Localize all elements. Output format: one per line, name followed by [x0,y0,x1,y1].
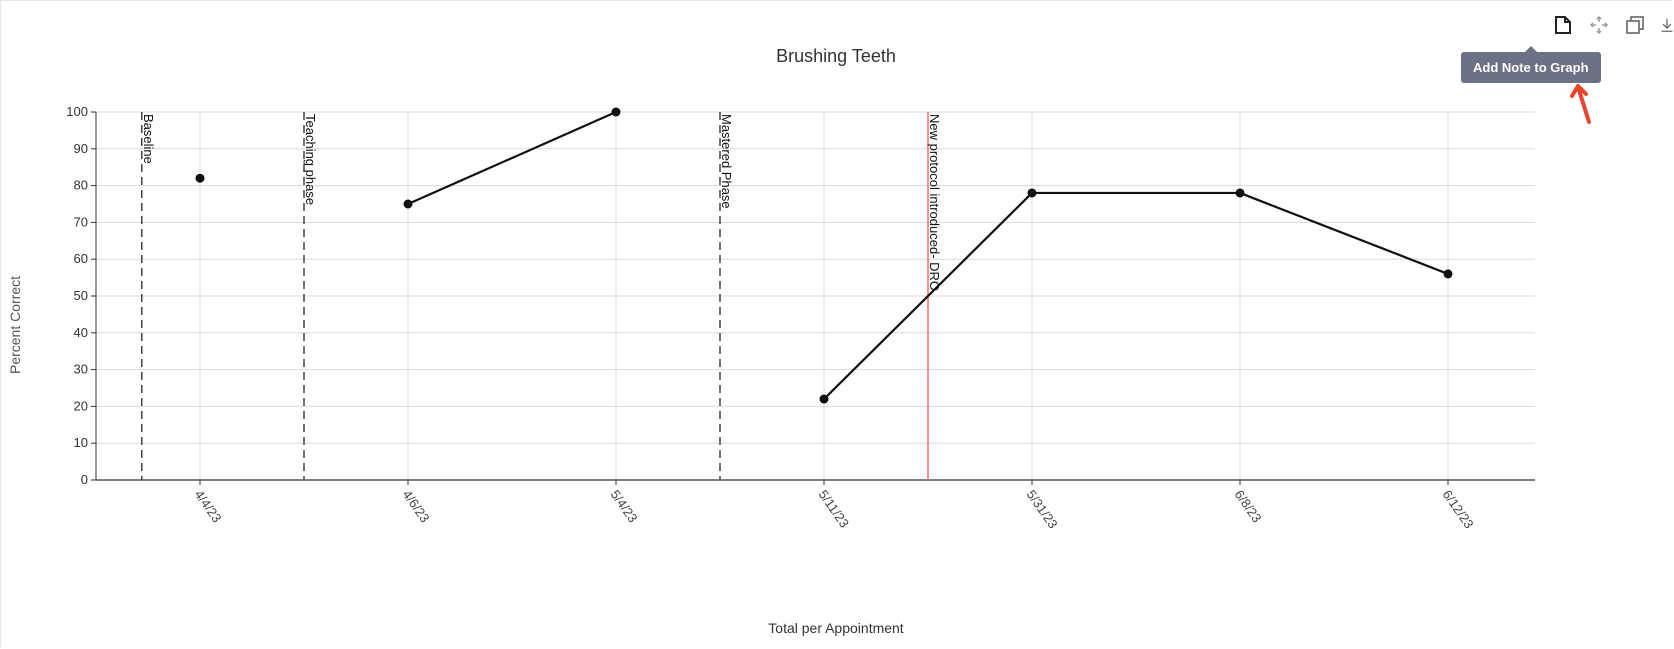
phase-label: New protocol introduced- DRO [927,114,942,291]
arrow-pointer [1570,84,1591,124]
phase-label: Mastered Phase [719,114,734,209]
phase-label: Teaching phase [303,114,318,205]
axes: 0 10 20 30 40 50 60 70 80 90 100 4/4/23 4/6/23 5/4/23… [66,104,1535,531]
y-tick-label: 20 [74,398,88,413]
data-point [1443,269,1453,279]
data-point [403,199,413,209]
y-tick-label: 90 [74,141,88,156]
x-tick-label: 5/31/23 [1024,487,1061,531]
copy-button[interactable] [1624,14,1646,36]
y-axis-label: Percent Correct [7,276,23,374]
data-point [195,173,205,183]
tooltip: Add Note to Graph [1461,46,1601,83]
series-line-segment [407,110,617,206]
y-tick-label: 70 [74,214,88,229]
grid [96,111,1535,480]
x-tick-label: 5/11/23 [816,487,853,530]
chart-toolbar [1552,14,1674,36]
series-line-segment [823,192,1033,400]
phase-label: Baseline [141,114,156,164]
download-button[interactable] [1660,14,1674,36]
download-icon [1661,18,1673,32]
add-note-button[interactable] [1552,14,1574,36]
y-tick-label: 40 [74,325,88,340]
copy-icon [1626,16,1644,34]
y-tick-label: 80 [74,178,88,193]
series [195,107,1453,404]
pan-button[interactable] [1588,14,1610,36]
x-axis-label: Total per Appointment [768,620,904,636]
y-tick-label: 50 [74,288,88,303]
x-tick-label: 6/12/23 [1440,487,1477,531]
pan-icon [1589,15,1609,35]
annotations: Baseline Teaching phase Mastered Phase New … [141,112,942,480]
data-point [611,107,621,117]
y-tick-label: 10 [74,435,88,450]
y-tick-label: 0 [81,472,88,487]
y-tick-label: 100 [66,104,88,119]
series-line-segment [1239,191,1449,275]
chart-title: Brushing Teeth [776,46,896,66]
x-tick-label: 5/4/23 [608,487,641,525]
data-point [1027,188,1037,198]
x-tick-label: 6/8/23 [1232,487,1265,525]
x-tick-label: 4/6/23 [400,487,433,525]
y-tick-label: 60 [74,251,88,266]
data-point [1235,188,1245,198]
note-icon [1555,16,1571,34]
x-tick-label: 4/4/23 [192,487,225,525]
y-tick-label: 30 [74,362,88,377]
data-point [819,394,829,404]
